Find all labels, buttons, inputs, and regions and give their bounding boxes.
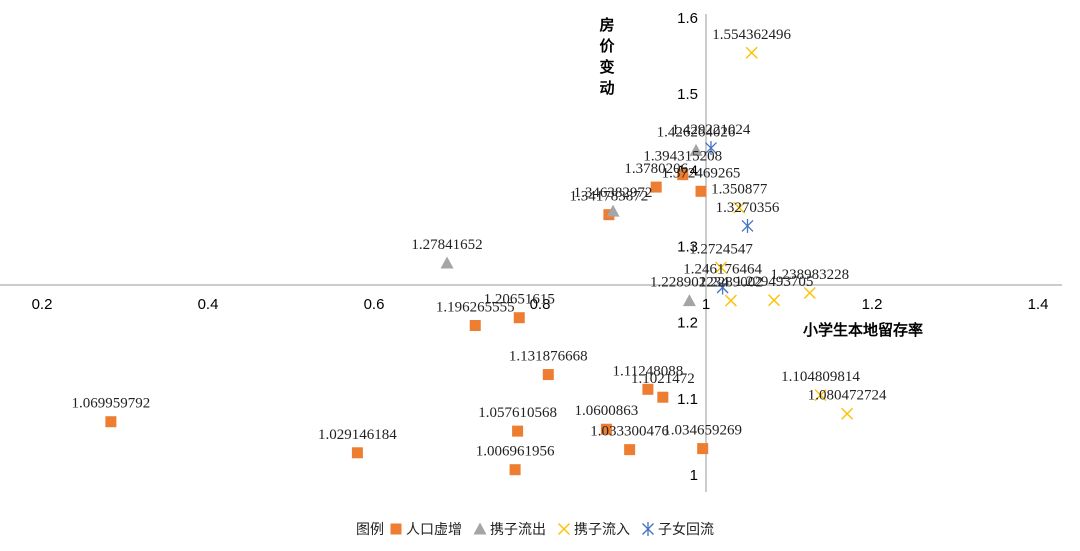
data-label: 1.246176464 (683, 261, 762, 277)
data-point (650, 181, 662, 193)
data-point (677, 169, 689, 181)
data-point (542, 369, 554, 381)
data-label: 1.0600863 (575, 403, 639, 419)
y-tick-label: 1.3 (677, 239, 698, 256)
data-point (513, 312, 525, 324)
data-label: 1.394315208 (643, 149, 722, 165)
data-point (606, 204, 620, 217)
x-tick-label: 1 (702, 296, 710, 313)
legend-marker (558, 523, 570, 535)
data-point (682, 294, 696, 307)
y-axis-title-char: 价 (599, 37, 615, 55)
data-label: 1.426264026 (657, 124, 736, 140)
x-tick-label: 0.6 (364, 296, 385, 313)
data-label: 1.033300476 (590, 424, 669, 440)
legend-title: 图例 (356, 522, 384, 538)
data-label: 1.229493705 (735, 274, 814, 290)
data-label: 1.104809814 (781, 369, 860, 385)
legend-entry: 子女回流 (658, 521, 714, 538)
x-tick-label: 0.2 (32, 296, 53, 313)
data-point (724, 294, 737, 307)
axes (0, 14, 1062, 492)
legend-marker (642, 522, 654, 536)
data-point (440, 256, 454, 269)
data-point (716, 280, 729, 295)
data-label: 1.350877 (711, 182, 768, 198)
x-tick-label: 0.8 (530, 296, 551, 313)
data-point (509, 464, 521, 476)
data-point (624, 444, 636, 456)
data-label: 1.034659269 (663, 423, 742, 439)
data-labels: 1.069959792 1.029146184 1.1962655551.20651… (72, 27, 887, 460)
data-label: 1.3780206 (624, 161, 688, 177)
data-points (105, 46, 854, 476)
data-point (657, 391, 669, 403)
data-label: 1.341783872 (570, 189, 649, 205)
data-point (745, 46, 758, 59)
data-label: 1.238983228 (770, 267, 849, 283)
data-point (714, 261, 727, 274)
x-axis-title: 小学生本地留存率 (803, 321, 923, 339)
y-tick-label: 1.1 (677, 391, 698, 408)
data-label: 1.2724547 (689, 241, 753, 257)
data-label: 1.3270356 (716, 200, 780, 216)
data-point (351, 447, 363, 459)
data-point (814, 389, 827, 402)
y-axis-title-char: 房 (599, 16, 614, 34)
data-point (695, 185, 707, 197)
data-point (768, 294, 781, 307)
x-tick-label: 1.2 (862, 296, 883, 313)
data-label: 1.131876668 (509, 349, 588, 365)
data-point (512, 425, 524, 437)
legend-entry: 携子流入 (574, 522, 630, 538)
x-tick-label: 0.4 (198, 296, 219, 313)
legend-entry: 携子流出 (490, 522, 546, 538)
data-label: 1.2289002 (699, 275, 763, 291)
data-point (733, 201, 746, 214)
legend: 图例 人口虚增 携子流出 携子流入 子女回流 (356, 521, 714, 538)
data-label: 1.429221024 (672, 122, 751, 138)
y-axis-title-char: 动 (599, 79, 614, 97)
y-axis-title-char: 变 (599, 58, 614, 76)
data-point (741, 218, 754, 233)
data-point (803, 286, 816, 299)
data-label: 1.27841652 (411, 237, 482, 253)
data-point (105, 416, 117, 428)
data-point (689, 143, 703, 156)
y-tick-label: 1.5 (677, 86, 698, 103)
data-label: 1.228902234 (650, 275, 729, 291)
tick-labels: 0.20.40.60.811.21.411.11.21.31.41.51.6 (32, 10, 1049, 484)
data-label: 1.11248088 (613, 363, 684, 379)
data-label: 1.346382972 (574, 185, 653, 201)
data-label: 1.029146184 (318, 427, 397, 443)
data-point (705, 141, 717, 156)
data-label: 1.080472724 (808, 388, 887, 404)
data-label: 1.069959792 (72, 396, 151, 412)
y-tick-label: 1.6 (677, 10, 698, 27)
data-label: 1.20651615 (484, 292, 555, 308)
data-point (469, 320, 481, 332)
legend-entry: 人口虚增 (406, 522, 462, 538)
data-label: 1.1021472 (631, 371, 695, 387)
data-label: 1.554362496 (712, 27, 791, 43)
y-tick-label: 1 (690, 467, 698, 484)
x-tick-label: 1.4 (1028, 296, 1049, 313)
data-label: 1.057610568 (478, 405, 557, 421)
legend-marker (390, 523, 402, 535)
legend-marker (473, 522, 487, 535)
y-tick-label: 1.2 (677, 315, 698, 332)
data-label: 1.372469265 (662, 165, 741, 181)
data-label: 1.006961956 (476, 444, 555, 460)
data-point (642, 383, 654, 395)
data-point (841, 407, 854, 420)
data-point (600, 423, 612, 435)
data-point (697, 443, 709, 455)
data-label: 1.196265555 (436, 300, 515, 316)
